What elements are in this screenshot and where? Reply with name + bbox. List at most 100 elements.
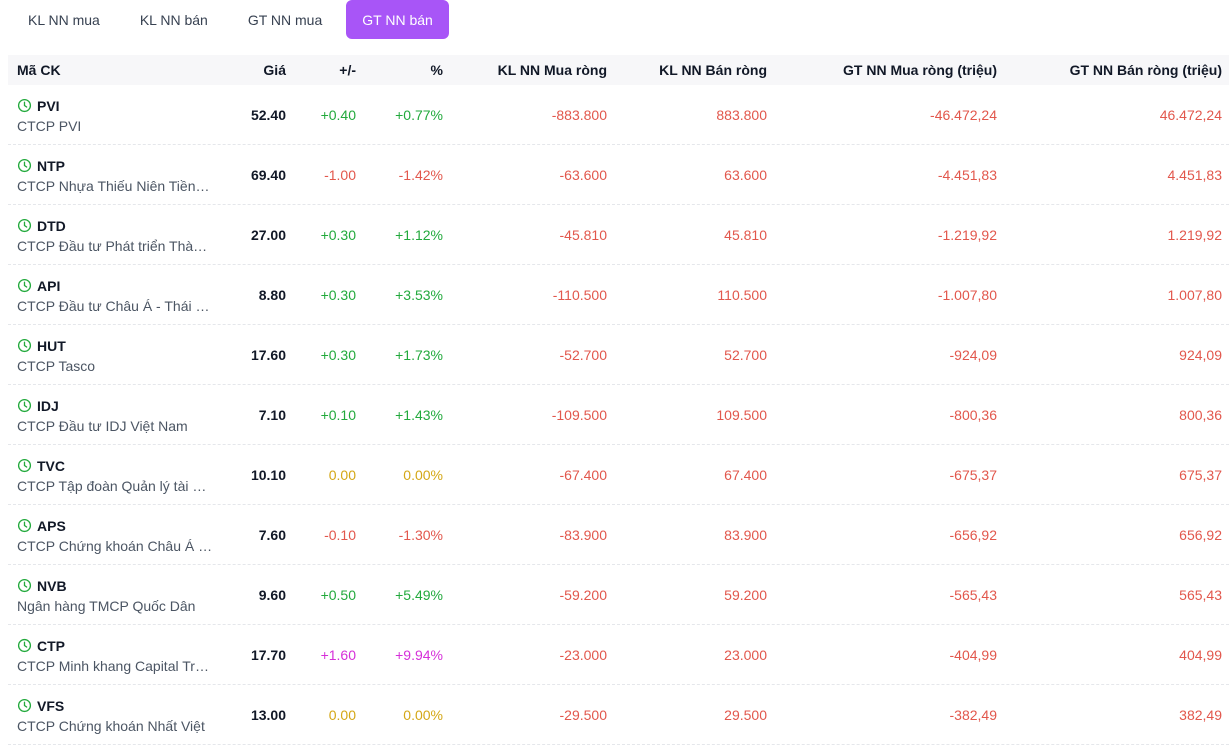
kl-sell-value: 109.500 xyxy=(716,406,767,423)
price-value: 7.60 xyxy=(258,526,286,543)
clock-icon xyxy=(17,338,32,353)
gt-buy-value: -675,37 xyxy=(949,466,997,483)
header-price[interactable]: Giá xyxy=(263,62,286,78)
table-row[interactable]: VFS CTCP Chứng khoán Nhất Việt 13.00 0.0… xyxy=(8,685,1229,745)
symbol-line: VFS xyxy=(17,696,216,716)
symbol-code[interactable]: HUT xyxy=(37,337,66,354)
symbol-cell: CTP CTCP Minh khang Capital Trading Publ… xyxy=(8,636,216,674)
gt-buy-value: -46.472,24 xyxy=(930,106,997,123)
symbol-code[interactable]: NVB xyxy=(37,577,67,594)
table-row[interactable]: IDJ CTCP Đầu tư IDJ Việt Nam 7.10 +0.10 … xyxy=(8,385,1229,445)
table-row[interactable]: NVB Ngân hàng TMCP Quốc Dân 9.60 +0.50 +… xyxy=(8,565,1229,625)
gt-sell-value: 1.219,92 xyxy=(1167,226,1223,243)
foreign-net-table: Mã CK Giá +/- % KL NN Mua ròng KL NN Bán… xyxy=(8,55,1229,745)
tab-gt-nn-ban[interactable]: GT NN bán xyxy=(346,0,449,39)
price-value: 69.40 xyxy=(250,166,286,183)
symbol-cell: IDJ CTCP Đầu tư IDJ Việt Nam xyxy=(8,396,216,434)
table-row[interactable]: PVI CTCP PVI 52.40 +0.40 +0.77% -883.800… xyxy=(8,85,1229,145)
symbol-line: NTP xyxy=(17,156,216,176)
table-row[interactable]: NTP CTCP Nhựa Thiếu Niên Tiền Phong 69.4… xyxy=(8,145,1229,205)
symbol-cell: HUT CTCP Tasco xyxy=(8,336,216,374)
table-row[interactable]: APS CTCP Chứng khoán Châu Á - Thái Bình … xyxy=(8,505,1229,565)
table-row[interactable]: HUT CTCP Tasco 17.60 +0.30 +1.73% -52.70… xyxy=(8,325,1229,385)
kl-sell-value: 67.400 xyxy=(724,466,767,483)
clock-icon xyxy=(17,458,32,473)
percent-value: +9.94% xyxy=(395,646,443,663)
percent-value: +1.12% xyxy=(395,226,443,243)
header-kl-buy[interactable]: KL NN Mua ròng xyxy=(497,62,607,78)
header-percent[interactable]: % xyxy=(430,62,443,78)
symbol-cell: NTP CTCP Nhựa Thiếu Niên Tiền Phong xyxy=(8,156,216,194)
company-name: CTCP Chứng khoán Nhất Việt xyxy=(17,717,205,734)
price-value: 13.00 xyxy=(250,706,286,723)
gt-buy-value: -4.451,83 xyxy=(937,166,997,183)
symbol-code[interactable]: CTP xyxy=(37,637,65,654)
percent-value: -1.30% xyxy=(398,526,443,543)
symbol-code[interactable]: APS xyxy=(37,517,66,534)
table-row[interactable]: API CTCP Đầu tư Châu Á - Thái Bình Dương… xyxy=(8,265,1229,325)
symbol-code[interactable]: NTP xyxy=(37,157,65,174)
header-gt-buy[interactable]: GT NN Mua ròng (triệu) xyxy=(843,62,997,78)
symbol-line: API xyxy=(17,276,216,296)
table-row[interactable]: DTD CTCP Đầu tư Phát triển Thành Đạt 27.… xyxy=(8,205,1229,265)
percent-value: +0.77% xyxy=(395,106,443,123)
percent-value: 0.00% xyxy=(403,466,443,483)
kl-buy-value: -83.900 xyxy=(559,526,607,543)
price-value: 10.10 xyxy=(250,466,286,483)
kl-buy-value: -29.500 xyxy=(559,706,607,723)
table-row[interactable]: TVC CTCP Tập đoàn Quản lý tài sản Trí Vi… xyxy=(8,445,1229,505)
kl-sell-value: 29.500 xyxy=(724,706,767,723)
change-value: -0.10 xyxy=(324,526,356,543)
symbol-code[interactable]: PVI xyxy=(37,97,60,114)
change-value: +0.10 xyxy=(320,406,356,423)
price-value: 52.40 xyxy=(250,106,286,123)
kl-sell-value: 883.800 xyxy=(716,106,767,123)
symbol-cell: API CTCP Đầu tư Châu Á - Thái Bình Dương xyxy=(8,276,216,314)
tab-gt-nn-mua[interactable]: GT NN mua xyxy=(247,11,323,28)
symbol-code[interactable]: API xyxy=(37,277,61,294)
company-name: CTCP Tập đoàn Quản lý tài sản Trí Việt xyxy=(17,477,213,494)
gt-sell-value: 565,43 xyxy=(1179,586,1222,603)
change-value: 0.00 xyxy=(328,466,356,483)
header-symbol[interactable]: Mã CK xyxy=(17,62,61,78)
kl-sell-value: 45.810 xyxy=(724,226,767,243)
change-value: +0.30 xyxy=(320,346,356,363)
symbol-cell: NVB Ngân hàng TMCP Quốc Dân xyxy=(8,576,216,614)
gt-sell-value: 382,49 xyxy=(1179,706,1222,723)
percent-value: +3.53% xyxy=(395,286,443,303)
price-value: 8.80 xyxy=(258,286,286,303)
price-value: 9.60 xyxy=(258,586,286,603)
company-name: CTCP Đầu tư IDJ Việt Nam xyxy=(17,417,188,434)
clock-icon xyxy=(17,218,32,233)
clock-icon xyxy=(17,578,32,593)
tab-kl-nn-ban[interactable]: KL NN bán xyxy=(139,11,208,28)
tab-kl-nn-mua[interactable]: KL NN mua xyxy=(28,11,100,28)
clock-icon xyxy=(17,398,32,413)
header-kl-sell[interactable]: KL NN Bán ròng xyxy=(659,62,767,78)
header-change[interactable]: +/- xyxy=(339,62,356,78)
kl-buy-value: -63.600 xyxy=(559,166,607,183)
kl-buy-value: -45.810 xyxy=(559,226,607,243)
symbol-code[interactable]: IDJ xyxy=(37,397,59,414)
symbol-cell: DTD CTCP Đầu tư Phát triển Thành Đạt xyxy=(8,216,216,254)
symbol-code[interactable]: DTD xyxy=(37,217,66,234)
symbol-code[interactable]: VFS xyxy=(37,697,65,714)
kl-buy-value: -59.200 xyxy=(559,586,607,603)
clock-icon xyxy=(17,638,32,653)
symbol-code[interactable]: TVC xyxy=(37,457,65,474)
gt-sell-value: 924,09 xyxy=(1179,346,1222,363)
table-row[interactable]: CTP CTCP Minh khang Capital Trading Publ… xyxy=(8,625,1229,685)
percent-value: 0.00% xyxy=(403,706,443,723)
percent-value: +5.49% xyxy=(395,586,443,603)
percent-value: +1.73% xyxy=(395,346,443,363)
gt-sell-value: 1.007,80 xyxy=(1167,286,1223,303)
gt-sell-value: 675,37 xyxy=(1179,466,1222,483)
percent-value: -1.42% xyxy=(398,166,443,183)
kl-buy-value: -110.500 xyxy=(552,286,607,303)
change-value: -1.00 xyxy=(324,166,356,183)
symbol-line: CTP xyxy=(17,636,216,656)
gt-buy-value: -404,99 xyxy=(949,646,997,663)
header-gt-sell[interactable]: GT NN Bán ròng (triệu) xyxy=(1069,62,1222,78)
clock-icon xyxy=(17,158,32,173)
gt-buy-value: -1.007,80 xyxy=(937,286,997,303)
